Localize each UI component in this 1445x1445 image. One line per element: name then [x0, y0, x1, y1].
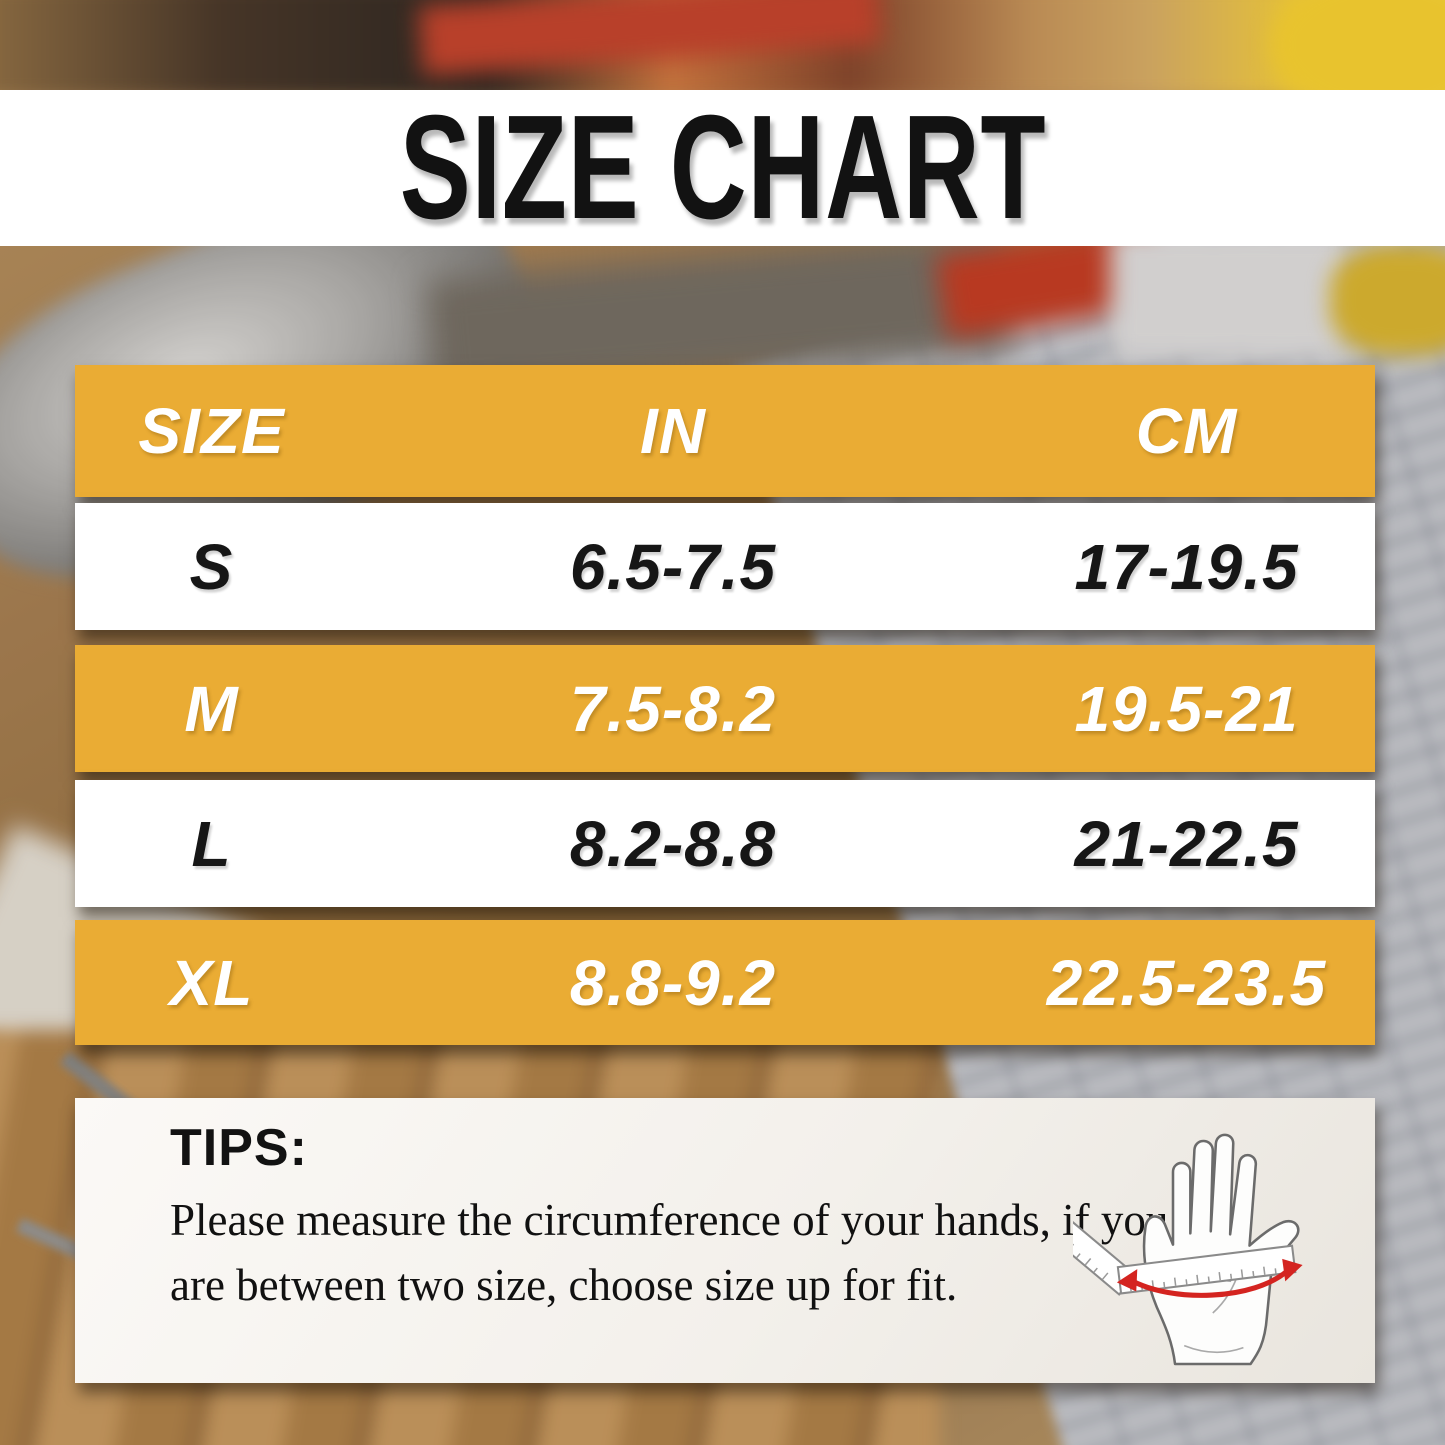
table-row-xl: XL 8.8-9.2 22.5-23.5: [75, 920, 1375, 1045]
table-header-row: SIZE IN CM: [75, 365, 1375, 497]
cell-size: L: [191, 807, 232, 880]
cell-in: 7.5-8.2: [569, 672, 777, 745]
column-header-size: SIZE: [138, 395, 285, 467]
cell-in: 6.5-7.5: [569, 530, 777, 603]
table-row-s: S 6.5-7.5 17-19.5: [75, 503, 1375, 630]
title-banner: SIZE CHART: [0, 90, 1445, 246]
page-title: SIZE CHART: [399, 85, 1046, 250]
column-header-in: IN: [640, 395, 706, 467]
table-row-l: L 8.2-8.8 21-22.5: [75, 780, 1375, 907]
cell-in: 8.2-8.8: [569, 807, 777, 880]
white-paper-blur: [1110, 230, 1350, 360]
tape-measure-edge-blur: [1330, 245, 1445, 355]
cell-cm: 17-19.5: [1074, 530, 1299, 603]
tips-panel: TIPS: Please measure the circumference o…: [75, 1098, 1375, 1383]
tips-heading: TIPS:: [170, 1119, 308, 1177]
column-header-cm: CM: [1135, 395, 1238, 467]
cell-size: S: [189, 530, 234, 603]
cell-cm: 21-22.5: [1074, 807, 1299, 880]
cell-in: 8.8-9.2: [569, 946, 777, 1019]
table-row-m: M 7.5-8.2 19.5-21: [75, 645, 1375, 772]
cell-size: M: [184, 672, 239, 745]
cell-cm: 19.5-21: [1074, 672, 1299, 745]
cell-size: XL: [169, 946, 254, 1019]
hand-measure-icon: [1042, 1106, 1323, 1374]
tips-body-text: Please measure the circumference of your…: [170, 1195, 1169, 1311]
cell-cm: 22.5-23.5: [1046, 946, 1327, 1019]
